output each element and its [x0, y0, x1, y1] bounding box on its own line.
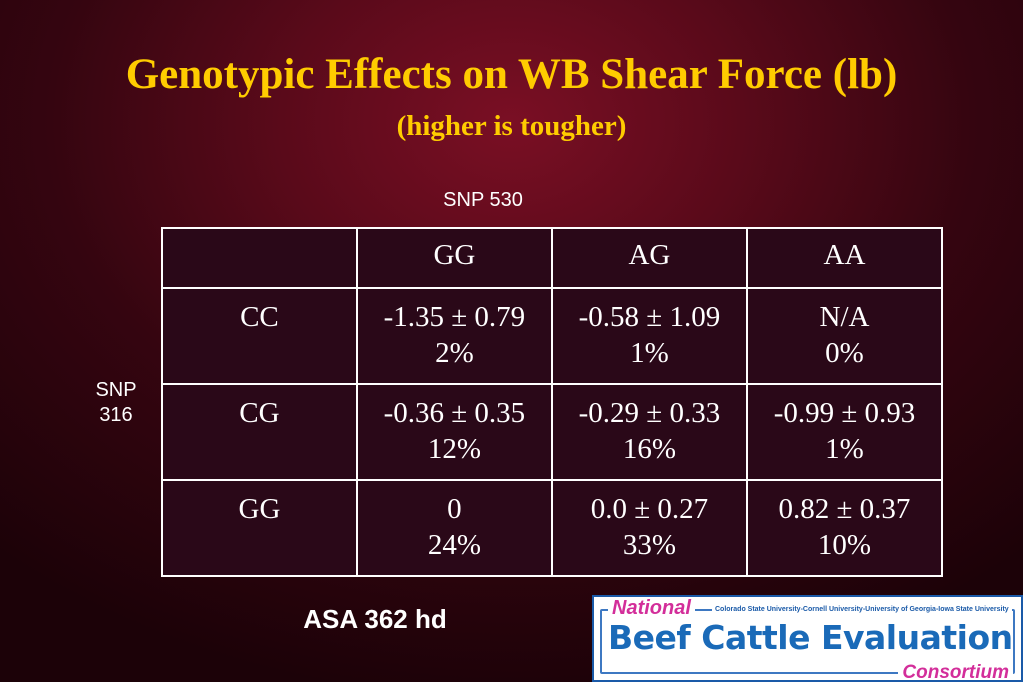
cell-value: -0.99 ± 0.93	[773, 397, 916, 429]
logo-main-text: Beef Cattle Evaluation	[608, 618, 1013, 657]
cell-value: 0.82 ± 0.37	[778, 493, 911, 525]
cell-value: -0.29 ± 0.33	[578, 397, 721, 429]
cell-value: -0.36 ± 0.35	[383, 397, 526, 429]
header-cell-gg: GG	[355, 227, 553, 289]
row-label: GG	[161, 479, 358, 577]
table-row: CG -0.36 ± 0.35 12% -0.29 ± 0.33 16% -0.…	[161, 383, 944, 481]
cell-percent: 10%	[817, 529, 872, 561]
cell-percent: 1%	[825, 433, 864, 465]
cell-percent: 12%	[427, 433, 481, 465]
table-cell: -0.58 ± 1.09 1%	[550, 287, 748, 385]
row-label: CG	[161, 383, 358, 481]
table-cell: 0.82 ± 0.37 10%	[745, 479, 944, 577]
header-cell-aa: AA	[745, 227, 944, 289]
cell-percent: 33%	[622, 529, 677, 561]
cell-percent: 24%	[427, 529, 481, 561]
table-cell: -1.35 ± 0.79 2%	[355, 287, 553, 385]
row-caption-line2: 316	[99, 404, 133, 426]
table-cell: -0.29 ± 0.33 16%	[550, 383, 748, 481]
genotype-table: GG AG AA CC -1.35 ± 0.79 2% -0.58 ± 1.09…	[161, 227, 944, 577]
row-label: CC	[161, 287, 358, 385]
cell-percent: 16%	[622, 433, 677, 465]
cell-percent: 2%	[435, 337, 474, 369]
column-caption: SNP 530	[443, 189, 523, 211]
logo-national-text: National	[608, 597, 695, 619]
table-row: CC -1.35 ± 0.79 2% -0.58 ± 1.09 1% N/A 0…	[161, 287, 944, 385]
cell-value: N/A	[819, 301, 870, 333]
logo-universities-text: Colorado State University-Cornell Univer…	[712, 605, 1012, 614]
cell-value: -1.35 ± 0.79	[383, 301, 526, 333]
sample-size-note: ASA 362 hd	[303, 604, 447, 634]
row-caption: SNP 316	[88, 378, 144, 428]
cell-percent: 0%	[825, 337, 864, 369]
bcec-logo: National Colorado State University-Corne…	[592, 595, 1023, 682]
table-row: GG 0 24% 0.0 ± 0.27 33% 0.82 ± 0.37 10%	[161, 479, 944, 577]
cell-value: 0	[447, 493, 462, 525]
table-cell: 0.0 ± 0.27 33%	[550, 479, 748, 577]
table-cell: 0 24%	[355, 479, 553, 577]
table-header-row: GG AG AA	[161, 227, 944, 289]
header-cell-corner	[161, 227, 358, 289]
table-cell: N/A 0%	[745, 287, 944, 385]
slide-subtitle: (higher is tougher)	[396, 110, 627, 142]
cell-percent: 1%	[630, 337, 669, 369]
row-caption-line1: SNP	[95, 379, 137, 401]
cell-value: -0.58 ± 1.09	[578, 301, 721, 333]
table-cell: -0.36 ± 0.35 12%	[355, 383, 553, 481]
cell-value: 0.0 ± 0.27	[590, 493, 709, 525]
slide-title: Genotypic Effects on WB Shear Force (lb)	[125, 51, 898, 98]
logo-consortium-text: Consortium	[898, 662, 1013, 680]
header-cell-ag: AG	[550, 227, 748, 289]
table-cell: -0.99 ± 0.93 1%	[745, 383, 944, 481]
